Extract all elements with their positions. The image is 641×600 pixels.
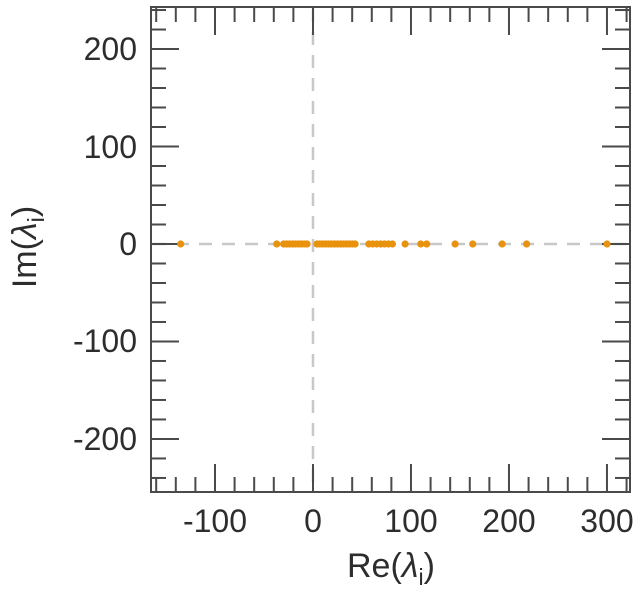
data-point: [423, 240, 431, 248]
y-tick-label: 100: [83, 128, 137, 165]
x-tick-label: 0: [304, 503, 322, 539]
data-point: [177, 240, 185, 248]
y-axis-label-subscript: i: [22, 217, 49, 223]
data-point: [303, 240, 311, 248]
y-tick-label: 200: [83, 31, 137, 68]
data-point: [351, 240, 359, 248]
x-axis-label-subscript: i: [418, 563, 424, 590]
y-axis-label-suffix: ): [6, 205, 44, 218]
data-point: [401, 240, 409, 248]
data-point: [273, 240, 281, 248]
y-tick-label: 0: [119, 225, 137, 262]
lambda-symbol: λ: [6, 222, 44, 240]
data-point: [388, 240, 396, 248]
data-point: [603, 240, 611, 248]
x-tick-label: 300: [580, 503, 634, 539]
y-tick-label: -200: [72, 420, 137, 457]
data-point: [469, 240, 477, 248]
plot-frame: [150, 6, 631, 493]
x-axis-label-suffix: ): [423, 547, 435, 585]
data-point: [417, 240, 425, 248]
y-tick-label: -100: [72, 323, 137, 360]
data-point: [523, 240, 531, 248]
x-tick-label: -100: [182, 503, 248, 539]
y-axis-label: Im(λi): [6, 205, 49, 289]
data-point: [451, 240, 459, 248]
data-point: [498, 240, 506, 248]
x-tick-label: 100: [384, 503, 438, 539]
x-axis-label-prefix: Re(: [347, 547, 402, 585]
x-axis-label: Re(λi): [347, 547, 435, 588]
x-tick-label: 200: [482, 503, 536, 539]
y-axis-label-prefix: Im(: [6, 239, 44, 289]
lambda-symbol: λ: [401, 547, 419, 585]
